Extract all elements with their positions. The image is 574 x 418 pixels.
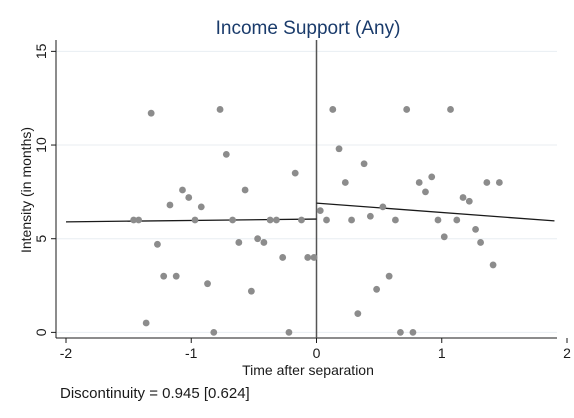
axis-ticks: 0 5 10 15 -2 -1 0 1 2 bbox=[33, 43, 571, 361]
data-point bbox=[154, 240, 161, 248]
data-point bbox=[434, 216, 442, 224]
data-point bbox=[335, 145, 343, 153]
data-point bbox=[147, 109, 155, 117]
data-point bbox=[409, 328, 417, 336]
data-point bbox=[354, 310, 362, 318]
x-tick-label: 0 bbox=[313, 345, 321, 361]
data-point bbox=[298, 216, 305, 224]
data-point bbox=[373, 285, 381, 293]
gridlines bbox=[56, 50, 557, 333]
data-point bbox=[235, 239, 243, 246]
data-point bbox=[447, 106, 454, 113]
data-points bbox=[130, 106, 503, 336]
data-point bbox=[415, 179, 423, 186]
data-point bbox=[273, 216, 280, 224]
y-tick-label: 0 bbox=[33, 328, 49, 336]
data-point bbox=[191, 216, 199, 224]
data-point bbox=[166, 201, 174, 209]
y-tick-label: 5 bbox=[33, 235, 49, 243]
data-point bbox=[310, 254, 318, 261]
data-point bbox=[142, 319, 150, 327]
x-tick-label: 2 bbox=[563, 345, 571, 361]
data-point bbox=[366, 212, 374, 220]
data-point bbox=[323, 216, 330, 224]
data-point bbox=[135, 216, 143, 224]
data-point bbox=[483, 179, 491, 186]
data-point bbox=[385, 272, 393, 280]
data-point bbox=[489, 261, 497, 269]
data-point bbox=[172, 272, 180, 280]
data-point bbox=[285, 328, 293, 336]
data-point bbox=[428, 173, 436, 181]
data-point bbox=[403, 106, 411, 113]
data-point bbox=[495, 179, 503, 186]
y-axis-label: Intensity (in months) bbox=[18, 127, 34, 253]
data-point bbox=[392, 216, 399, 224]
data-point bbox=[247, 287, 255, 295]
data-point bbox=[397, 328, 404, 336]
data-point bbox=[210, 328, 218, 336]
data-point bbox=[304, 254, 312, 261]
data-point bbox=[472, 225, 479, 233]
data-point bbox=[204, 280, 211, 288]
data-point bbox=[197, 203, 205, 211]
data-point bbox=[459, 194, 467, 201]
chart-title: Income Support (Any) bbox=[216, 18, 401, 39]
y-tick-label: 10 bbox=[33, 137, 49, 153]
data-point bbox=[341, 179, 349, 186]
y-tick-label: 15 bbox=[33, 43, 49, 59]
data-point bbox=[465, 197, 473, 205]
data-point bbox=[422, 188, 429, 196]
data-point bbox=[216, 106, 224, 113]
x-tick-label: -1 bbox=[185, 345, 198, 361]
data-point bbox=[453, 216, 461, 224]
data-point bbox=[130, 216, 138, 224]
data-point bbox=[222, 151, 230, 158]
data-point bbox=[348, 216, 355, 224]
data-point bbox=[160, 272, 168, 280]
discontinuity-annotation: Discontinuity = 0.945 [0.624] bbox=[60, 385, 250, 402]
data-point bbox=[440, 233, 448, 241]
data-point bbox=[260, 239, 268, 246]
data-point bbox=[291, 169, 299, 177]
data-point bbox=[329, 106, 337, 113]
fit-line bbox=[316, 202, 555, 222]
data-point bbox=[266, 216, 274, 224]
data-point bbox=[279, 254, 287, 261]
x-tick-label: 1 bbox=[438, 345, 446, 361]
data-point bbox=[360, 160, 368, 168]
data-point bbox=[477, 239, 484, 246]
data-point bbox=[229, 216, 236, 224]
data-point bbox=[185, 194, 193, 201]
x-tick-label: -2 bbox=[60, 345, 73, 361]
data-point bbox=[379, 203, 387, 211]
data-point bbox=[179, 186, 186, 194]
data-point bbox=[241, 186, 249, 194]
x-axis-label: Time after separation bbox=[242, 362, 374, 378]
data-point bbox=[254, 235, 262, 243]
data-point bbox=[316, 207, 324, 215]
